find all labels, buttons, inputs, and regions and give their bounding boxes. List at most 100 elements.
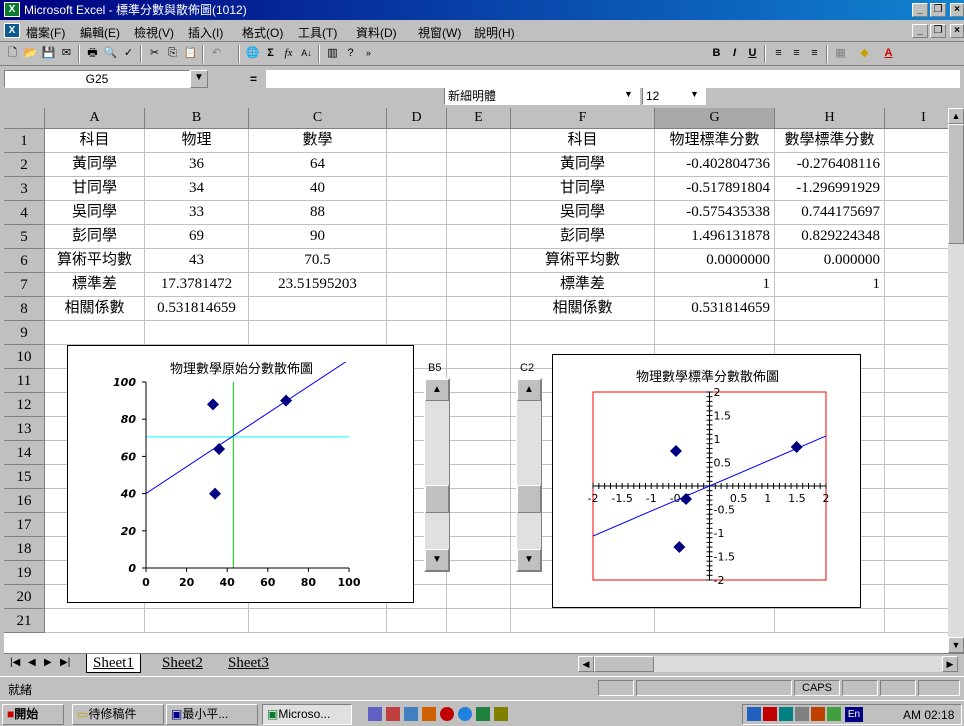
- task-least-squares[interactable]: ▣最小平...: [166, 704, 258, 725]
- left-table-cell[interactable]: 彭同學: [71, 228, 117, 244]
- task-drafts[interactable]: ▭待修稿件: [72, 704, 164, 725]
- cell[interactable]: [447, 369, 511, 393]
- spinner-up-icon[interactable]: ▲: [517, 379, 541, 401]
- cell[interactable]: [249, 609, 387, 633]
- left-table-cell[interactable]: 40: [310, 180, 325, 196]
- right-table-cell[interactable]: 0.744175697: [801, 204, 880, 220]
- right-table-cell[interactable]: -0.575435338: [686, 204, 770, 220]
- scroll-down-icon[interactable]: ▼: [948, 637, 964, 653]
- spinner-up-icon[interactable]: ▲: [425, 379, 449, 401]
- right-table-cell[interactable]: 0.000000: [823, 252, 880, 268]
- right-table-cell[interactable]: 相關係數: [552, 300, 613, 316]
- cell[interactable]: [249, 177, 387, 201]
- left-table-cell[interactable]: 算術平均數: [56, 252, 132, 268]
- select-all-corner[interactable]: [4, 108, 45, 129]
- column-header-c[interactable]: C: [249, 108, 387, 129]
- cell[interactable]: [387, 201, 447, 225]
- right-table-cell[interactable]: 算術平均數: [544, 252, 620, 268]
- bold-icon[interactable]: B: [712, 47, 721, 59]
- cell[interactable]: [511, 321, 655, 345]
- cell[interactable]: [145, 201, 249, 225]
- cell[interactable]: [387, 177, 447, 201]
- row-header-6[interactable]: 6: [4, 249, 45, 273]
- more-buttons-icon[interactable]: »: [365, 48, 371, 58]
- left-table-cell[interactable]: 標準差: [71, 276, 117, 292]
- cell[interactable]: [45, 609, 145, 633]
- cell[interactable]: [387, 345, 447, 369]
- cell[interactable]: [511, 177, 655, 201]
- cell[interactable]: [447, 393, 511, 417]
- cell[interactable]: [249, 201, 387, 225]
- print-preview-icon[interactable]: 🔍: [103, 47, 118, 59]
- font-size-select[interactable]: 12: [642, 87, 706, 105]
- cell[interactable]: [775, 321, 885, 345]
- row-header-8[interactable]: 8: [4, 297, 45, 321]
- task-excel[interactable]: ▣Microso...: [262, 704, 352, 725]
- spinner-thumb[interactable]: [517, 485, 541, 513]
- quicklaunch-icon-7[interactable]: [476, 707, 490, 721]
- font-color-icon[interactable]: A: [884, 47, 893, 59]
- cell[interactable]: [655, 321, 775, 345]
- cell[interactable]: [511, 273, 655, 297]
- cell[interactable]: [45, 177, 145, 201]
- quicklaunch-icon-1[interactable]: [368, 707, 382, 721]
- cell[interactable]: [387, 297, 447, 321]
- right-table-cell[interactable]: 數學標準分數: [784, 132, 875, 148]
- cell[interactable]: [775, 249, 885, 273]
- menu-view[interactable]: 檢視(V): [134, 26, 174, 40]
- right-table-cell[interactable]: 1: [872, 276, 881, 292]
- scroll-spinner[interactable]: ▲ ▼: [424, 378, 450, 572]
- right-table-cell[interactable]: 物理標準分數: [669, 132, 760, 148]
- cell[interactable]: [447, 297, 511, 321]
- row-header-19[interactable]: 19: [4, 561, 45, 585]
- cell[interactable]: [45, 321, 145, 345]
- right-table-cell[interactable]: 黃同學: [559, 156, 605, 172]
- cell[interactable]: [145, 177, 249, 201]
- menu-help[interactable]: 說明(H): [474, 26, 515, 40]
- row-header-5[interactable]: 5: [4, 225, 45, 249]
- cell[interactable]: [447, 513, 511, 537]
- cell[interactable]: [387, 273, 447, 297]
- cell[interactable]: [775, 273, 885, 297]
- left-table-cell[interactable]: 科目: [79, 132, 110, 148]
- tray-icon-2[interactable]: [763, 707, 777, 721]
- cell[interactable]: [145, 609, 249, 633]
- cell[interactable]: [447, 465, 511, 489]
- cell[interactable]: [447, 345, 511, 369]
- tray-icon-3[interactable]: [779, 707, 793, 721]
- cell[interactable]: [511, 249, 655, 273]
- cell[interactable]: [387, 321, 447, 345]
- cell[interactable]: [655, 609, 775, 633]
- cell[interactable]: [655, 297, 775, 321]
- cell[interactable]: [655, 177, 775, 201]
- left-table-cell[interactable]: 70.5: [304, 252, 331, 268]
- underline-icon[interactable]: U: [748, 47, 757, 59]
- cell[interactable]: [655, 153, 775, 177]
- cut-icon[interactable]: ✂: [149, 47, 160, 59]
- spinner-down-icon[interactable]: ▼: [517, 549, 541, 571]
- undo-icon[interactable]: ↶: [211, 47, 222, 59]
- column-header-a[interactable]: A: [45, 108, 145, 129]
- ie-icon[interactable]: [458, 707, 472, 721]
- cell[interactable]: [775, 153, 885, 177]
- cell[interactable]: [45, 129, 145, 153]
- cell[interactable]: [775, 177, 885, 201]
- close-icon[interactable]: ×: [950, 3, 964, 17]
- row-header-20[interactable]: 20: [4, 585, 45, 609]
- cell[interactable]: [447, 561, 511, 585]
- paste-icon[interactable]: 📋: [183, 47, 198, 59]
- fill-color-icon[interactable]: ◆: [860, 47, 869, 59]
- cell[interactable]: [45, 201, 145, 225]
- open-icon[interactable]: 📂: [23, 47, 38, 59]
- cell[interactable]: [775, 585, 885, 609]
- doc-close-icon[interactable]: ×: [950, 24, 964, 38]
- left-table-cell[interactable]: 64: [310, 156, 325, 172]
- right-table-cell[interactable]: 0.531814659: [691, 300, 770, 316]
- save-icon[interactable]: 💾: [41, 47, 56, 59]
- left-table-cell[interactable]: 甘同學: [71, 180, 117, 196]
- left-table-cell[interactable]: 黃同學: [71, 156, 117, 172]
- menu-insert[interactable]: 插入(I): [188, 26, 224, 40]
- doc-minimize-icon[interactable]: _: [912, 24, 928, 38]
- right-table-cell[interactable]: -0.402804736: [686, 156, 770, 172]
- row-header-12[interactable]: 12: [4, 393, 45, 417]
